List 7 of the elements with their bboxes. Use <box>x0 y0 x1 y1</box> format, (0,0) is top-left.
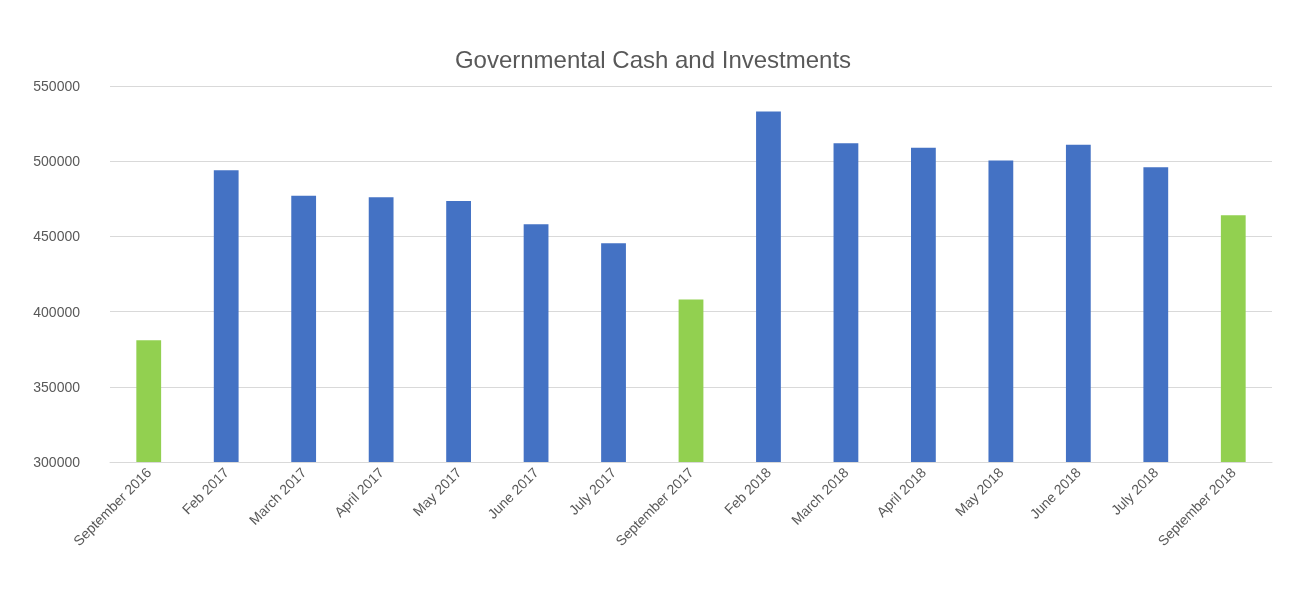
chart-title: Governmental Cash and Investments <box>454 45 852 73</box>
y-tick-label: 550000 <box>33 78 81 94</box>
y-tick-label: 350000 <box>33 378 81 395</box>
y-tick-label: 300000 <box>33 454 81 470</box>
y-tick-label: 500000 <box>33 153 81 170</box>
y-tick-label: 450000 <box>33 228 81 245</box>
y-tick-label: 400000 <box>33 303 81 320</box>
